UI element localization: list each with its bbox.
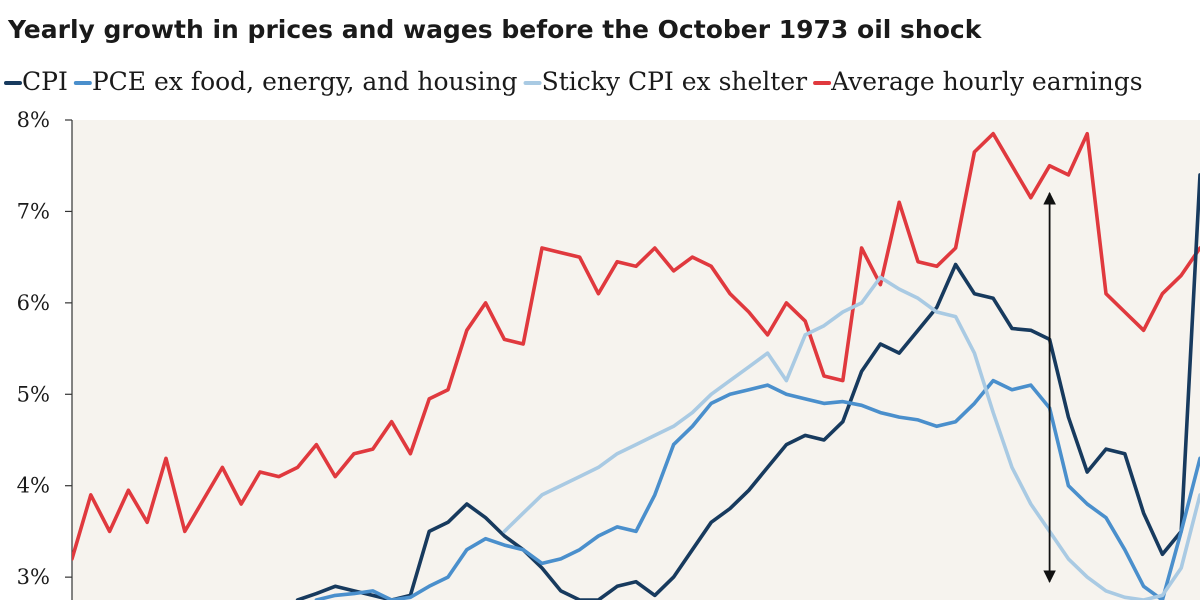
- y-tick-label: 6%: [17, 291, 50, 315]
- y-tick-label: 4%: [17, 474, 50, 498]
- y-tick-label: 7%: [17, 199, 50, 223]
- legend-label: PCE ex food, energy, and housing: [92, 67, 518, 96]
- y-tick-label: 8%: [17, 108, 50, 132]
- legend-label: Average hourly earnings: [830, 67, 1143, 96]
- y-tick-label: 5%: [17, 382, 50, 406]
- y-axis: 3% 4% 5% 6% 7% 8%: [17, 108, 73, 600]
- legend-label: Sticky CPI ex shelter: [542, 67, 808, 96]
- chart-title: Yearly growth in prices and wages before…: [7, 15, 983, 44]
- series-line-sticky-cpi-ex-shelter: [502, 275, 1200, 600]
- series-line-average-hourly-earnings: [72, 131, 1200, 561]
- legend-label: CPI: [22, 67, 68, 96]
- legend: CPI PCE ex food, energy, and housing Stick…: [4, 67, 1143, 96]
- plot-background: [72, 120, 1200, 600]
- y-tick-label: 3%: [17, 565, 50, 589]
